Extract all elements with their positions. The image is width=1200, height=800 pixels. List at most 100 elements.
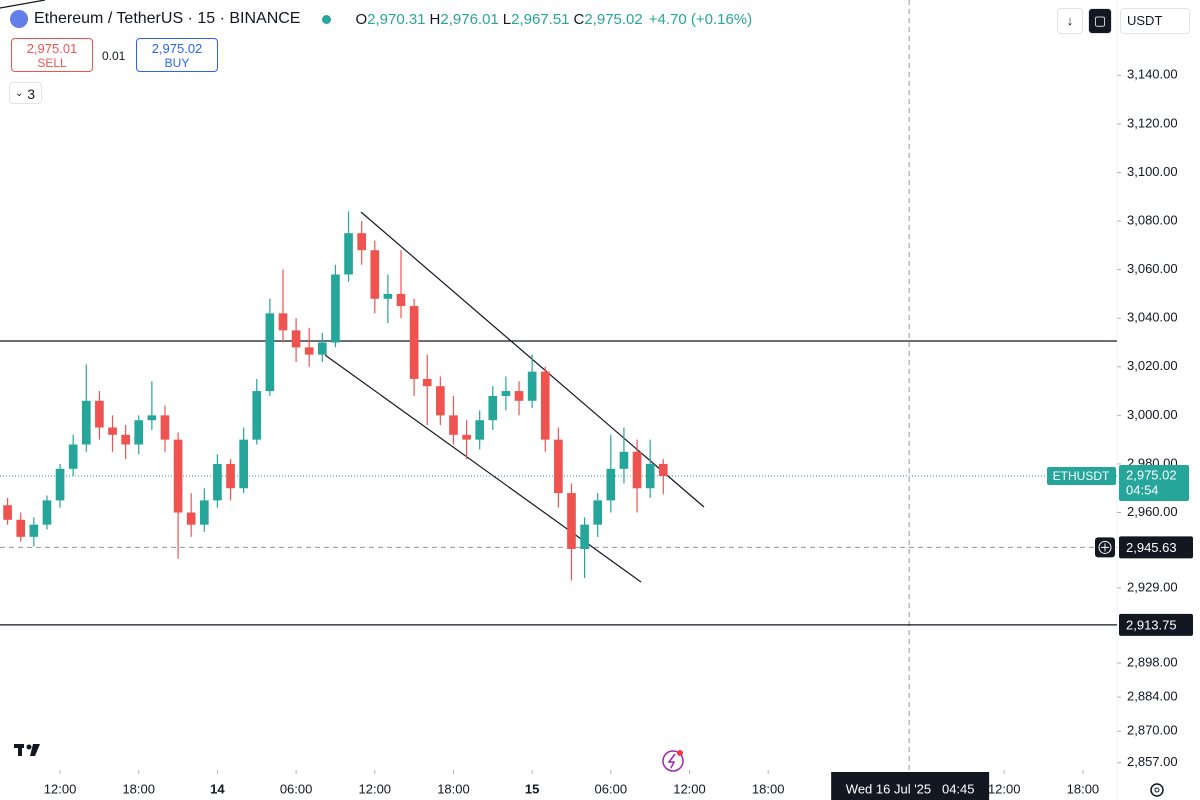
candle-body	[540, 371, 550, 440]
candle-body	[121, 434, 130, 445]
candle-body	[226, 463, 235, 489]
candle-body	[475, 420, 485, 440]
candle-body	[186, 512, 196, 525]
x-tick-label: 18:00	[437, 781, 470, 796]
candle-body	[331, 274, 340, 343]
candle-body	[265, 313, 275, 392]
candle-body	[108, 427, 117, 435]
candle-body	[488, 395, 498, 421]
price-line-label-bg	[1119, 536, 1193, 559]
candle-body	[147, 415, 157, 421]
change: +4.70 (+0.16%)	[648, 10, 753, 28]
x-tick-label: 18:00	[122, 781, 155, 796]
price-line-label-bg	[1119, 613, 1193, 636]
news-icon[interactable]	[662, 750, 684, 772]
x-tick-label: 12:00	[673, 781, 706, 796]
x-tick-label: 14	[210, 781, 225, 796]
candle-body	[68, 444, 78, 469]
buy-price: 2,975.02	[151, 41, 203, 56]
y-tick-label: 2,870.00	[1127, 723, 1178, 738]
ohlc-key: H	[429, 10, 441, 28]
last-price-label-bg	[1119, 465, 1189, 502]
y-tick-label: 3,060.00	[1127, 261, 1178, 276]
symbol-title[interactable]: Ethereum / TetherUS · 15 · BINANCE	[34, 10, 301, 27]
candle-body	[344, 233, 353, 275]
candle-body	[593, 500, 603, 525]
scroll-button[interactable]: ↓	[1057, 8, 1083, 34]
y-tick-label: 2,898.00	[1127, 655, 1178, 670]
y-tick-label: 3,040.00	[1127, 310, 1178, 325]
y-tick-label: 2,960.00	[1127, 504, 1178, 519]
ohlc-key: C	[573, 10, 585, 28]
candle-body	[645, 463, 655, 489]
price-line-label: 2,945.63	[1126, 540, 1177, 555]
x-tick-label: 06:00	[595, 781, 628, 796]
y-tick-label: 3,100.00	[1127, 164, 1178, 179]
tv-logo	[14, 744, 40, 756]
candle-body	[409, 306, 419, 379]
candle-body	[199, 500, 209, 525]
candle-body	[370, 250, 380, 299]
candle-body	[304, 347, 314, 355]
candle-body	[55, 468, 65, 501]
candle-body	[396, 293, 406, 307]
ohlc-value: 2,976.01	[440, 10, 499, 28]
x-tick-label: 18:00	[1067, 781, 1100, 796]
crosshair-label-bg	[831, 772, 990, 800]
ohlc-key: O	[355, 10, 368, 28]
candle-body	[606, 468, 616, 501]
chevron: ⌄	[15, 88, 24, 99]
sell-price: 2,975.01	[26, 41, 78, 56]
candle-body	[527, 371, 537, 401]
drawing-fragment	[0, 0, 46, 9]
add-alert-plus	[1101, 543, 1109, 552]
candle-body	[436, 386, 445, 416]
price-line-label: 2,913.75	[1126, 617, 1177, 632]
market-status	[322, 14, 332, 24]
ohlc-value: 2,970.31	[367, 10, 426, 28]
y-tick-label: 2,929.00	[1127, 579, 1178, 594]
indicators-count: 3	[27, 86, 35, 102]
coin-logo	[10, 10, 28, 28]
ohlc-value: 2,975.02	[584, 10, 643, 28]
y-tick-label: 3,000.00	[1127, 407, 1178, 422]
fullscreen-button[interactable]: ▢	[1088, 8, 1112, 34]
candle-body	[213, 463, 222, 501]
sell-button[interactable]: 2,975.01 SELL	[11, 38, 93, 72]
symbol-header: Ethereum / TetherUS · 15 · BINANCE O2,97…	[10, 10, 752, 28]
candle-body	[658, 463, 668, 477]
candle-body	[278, 313, 288, 331]
symbol-label-bg	[1047, 467, 1116, 486]
crosshair-label: Wed 16 Jul '25 04:45	[846, 781, 975, 796]
candle-body	[29, 524, 39, 537]
candle-body	[462, 434, 471, 440]
buy-button[interactable]: 2,975.02 BUY	[136, 38, 218, 72]
countdown-label: 04:54	[1126, 482, 1159, 497]
y-tick-label: 3,020.00	[1127, 358, 1178, 373]
spread: 0.01	[102, 49, 126, 63]
y-tick-label: 2,884.00	[1127, 689, 1178, 704]
candle-body	[501, 391, 511, 396]
candle-body	[632, 451, 642, 489]
symbol-label: ETHUSDT	[1053, 469, 1110, 483]
candle-body	[239, 439, 248, 489]
candle-body	[81, 400, 91, 445]
currency-button[interactable]: USDT	[1120, 8, 1190, 34]
settings-icon[interactable]	[1150, 783, 1164, 797]
indicators-toggle[interactable]: ⌄ 3	[9, 82, 42, 104]
y-tick-label: 3,140.00	[1127, 67, 1178, 82]
candle-body	[95, 400, 104, 428]
y-tick-label: 3,120.00	[1127, 115, 1178, 130]
x-tick-label: 15	[525, 781, 539, 796]
candle-body	[580, 524, 589, 549]
add-alert-icon	[1098, 540, 1112, 554]
x-tick-label: 12:00	[359, 781, 392, 796]
candle-body	[3, 505, 12, 520]
price-axis-bg	[1117, 0, 1200, 800]
candle-body	[16, 519, 26, 537]
x-tick-label: 12:00	[988, 781, 1021, 796]
candle-body	[134, 420, 144, 445]
candle-body	[173, 439, 183, 513]
